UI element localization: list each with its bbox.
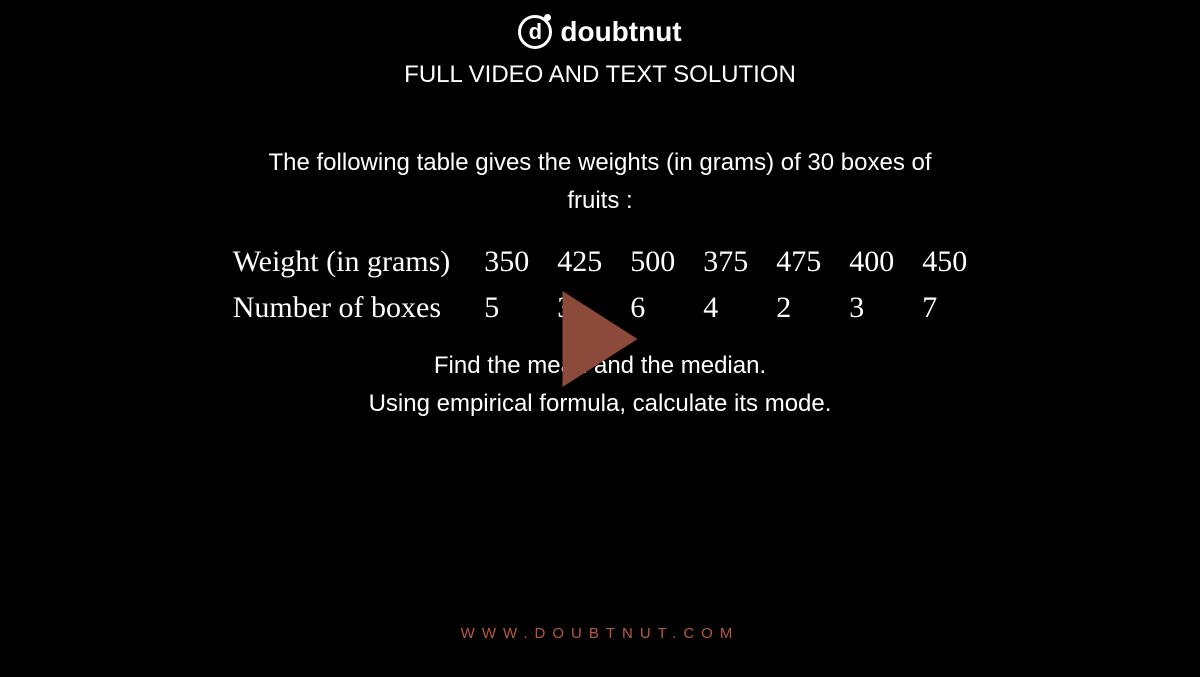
boxes-cell: 2	[762, 285, 835, 331]
logo-brand-text: doubtnut	[560, 16, 681, 48]
weight-cell: 475	[762, 239, 835, 285]
weight-cell: 350	[470, 239, 543, 285]
intro-text-line2: fruits :	[40, 182, 1160, 220]
boxes-cell: 5	[470, 285, 543, 331]
instruction-line2: Using empirical formula, calculate its m…	[40, 385, 1160, 423]
weight-cell: 500	[616, 239, 689, 285]
footer-url: WWW.DOUBTNUT.COM	[461, 625, 740, 642]
table-row: Weight (in grams) 350 425 500 375 475 40…	[219, 239, 982, 285]
page-subtitle: FULL VIDEO AND TEXT SOLUTION	[404, 61, 796, 89]
logo-icon-letter: d	[529, 19, 542, 45]
logo-icon: d	[518, 15, 552, 49]
weight-cell: 375	[689, 239, 762, 285]
play-button-icon[interactable]	[563, 291, 638, 387]
boxes-cell: 7	[908, 285, 981, 331]
weight-cell: 450	[908, 239, 981, 285]
weight-label: Weight (in grams)	[219, 239, 471, 285]
intro-text-line1: The following table gives the weights (i…	[40, 144, 1160, 182]
weight-cell: 400	[835, 239, 908, 285]
weight-cell: 425	[543, 239, 616, 285]
boxes-cell: 3	[835, 285, 908, 331]
boxes-label: Number of boxes	[219, 285, 471, 331]
boxes-cell: 4	[689, 285, 762, 331]
brand-logo: d doubtnut	[518, 15, 681, 49]
